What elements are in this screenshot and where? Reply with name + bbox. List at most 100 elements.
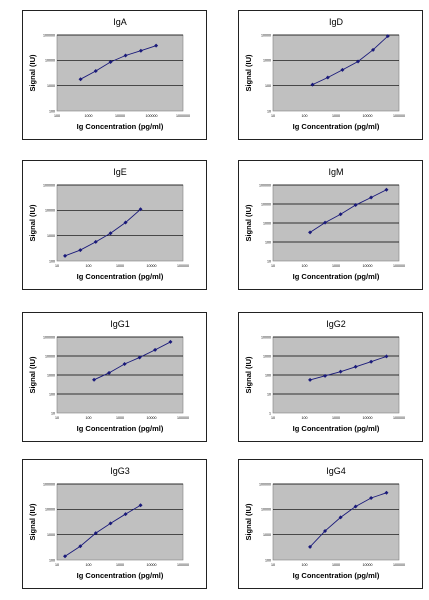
x-tick-label: 100 [302,416,308,420]
data-point [93,239,98,244]
y-tick-label: 1000 [263,221,271,225]
data-point [107,370,112,375]
y-tick-label: 100000 [43,183,55,187]
data-point [154,43,159,48]
chart-title: IgG3 [110,466,130,476]
x-tick-label: 100 [302,264,308,268]
chart-title: IgA [113,17,127,27]
data-point [138,48,143,53]
y-tick-label: 1000 [263,533,271,537]
data-point [92,377,97,382]
data-point [78,248,83,253]
x-axis-label: Ig Concentration (pg/ml) [77,272,164,281]
data-point [122,361,127,366]
y-tick-label: 10000 [261,335,271,339]
data-point [308,544,313,549]
y-tick-label: 10000 [45,209,55,213]
chart-title: IgE [113,167,127,177]
y-tick-label: 1000 [263,59,271,63]
x-tick-label: 1000 [332,264,340,268]
x-tick-label: 100 [302,114,308,118]
y-tick-label: 100 [49,558,55,562]
y-tick-label: 10000 [45,508,55,512]
y-tick-label: 100 [49,109,55,113]
y-tick-label: 10 [267,109,271,113]
y-tick-label: 10000 [45,354,55,358]
x-tick-label: 10000 [147,563,157,567]
data-point [63,253,68,258]
data-point [108,59,113,64]
chart-panel-igg4: IgG4 100 1000 10000 100000 10 100 1000 10000 1000… [238,459,423,589]
data-point [353,504,358,509]
y-tick-label: 100000 [43,335,55,339]
data-point [123,512,128,517]
x-tick-label: 100 [86,563,92,567]
data-point [323,220,328,225]
data-point [323,373,328,378]
chart-panel-igg3: IgG3 100 1000 10000 100000 10 100 1000 10000 1000… [22,459,207,589]
x-tick-label: 10 [271,563,275,567]
x-tick-label: 1000 [116,416,124,420]
x-tick-label: 1000 [116,563,124,567]
y-tick-label: 1000 [47,373,55,377]
y-tick-label: 10 [267,392,271,396]
x-axis-label: Ig Concentration (pg/ml) [77,424,164,433]
data-point [78,544,83,549]
data-point [308,377,313,382]
x-tick-label: 100000 [393,563,405,567]
x-tick-label: 100000 [393,416,405,420]
x-tick-label: 1000 [332,416,340,420]
y-tick-label: 100000 [259,183,271,187]
x-tick-label: 100000 [177,264,189,268]
chart-title: IgD [329,17,344,27]
x-tick-label: 10000 [363,264,373,268]
x-tick-label: 1000 [332,563,340,567]
data-point [384,490,389,495]
plot-area [56,184,184,262]
data-point [108,231,113,236]
chart-svg: IgM 10 100 1000 10000 100000 10 100 1000 10000 100… [244,167,405,281]
x-tick-label: 10000 [115,114,125,118]
series-line [93,341,171,381]
chart-panel-iga: IgA 100 1000 10000 100000 100 1000 10000 100000 1… [22,10,207,140]
data-point [93,531,98,536]
plot-area [56,34,184,112]
x-tick-label: 100000 [177,416,189,420]
data-point [353,364,358,369]
data-point [384,187,389,192]
series-line [64,208,141,257]
y-tick-label: 100 [49,259,55,263]
x-tick-label: 10 [271,416,275,420]
y-tick-label: 100 [265,84,271,88]
chart-panel-igg2: IgG2 1 10 100 1000 10000 10 100 1000 10000 100000 I… [238,312,423,442]
data-point [123,53,128,58]
chart-svg: IgG1 10 100 1000 10000 100000 10 100 1000 10000 10… [28,319,189,433]
series-line [312,35,389,86]
y-axis-label: Signal (IU) [244,503,253,541]
y-tick-label: 1000 [47,234,55,238]
data-point [369,195,374,200]
x-tick-label: 100 [86,264,92,268]
data-point [371,47,376,52]
data-point [325,75,330,80]
x-tick-label: 100 [54,114,60,118]
x-axis-label: Ig Concentration (pg/ml) [293,424,380,433]
x-tick-label: 10000 [363,563,373,567]
x-tick-label: 10000 [363,114,373,118]
x-tick-label: 100000 [146,114,158,118]
data-point [138,503,143,508]
chart-panel-igd: IgD 10 100 1000 10000 10 100 1000 10000 100000 Ig … [238,10,423,140]
x-axis-label: Ig Concentration (pg/ml) [293,571,380,580]
data-point [93,68,98,73]
data-point [356,59,361,64]
chart-panel-igg1: IgG1 10 100 1000 10000 100000 10 100 1000 10000 10… [22,312,207,442]
data-point [353,203,358,208]
chart-title: IgG2 [326,319,346,329]
y-tick-label: 100 [49,392,55,396]
y-axis-label: Signal (IU) [28,503,37,541]
x-tick-label: 10 [271,114,275,118]
series-line [309,355,387,381]
data-point [310,82,315,87]
